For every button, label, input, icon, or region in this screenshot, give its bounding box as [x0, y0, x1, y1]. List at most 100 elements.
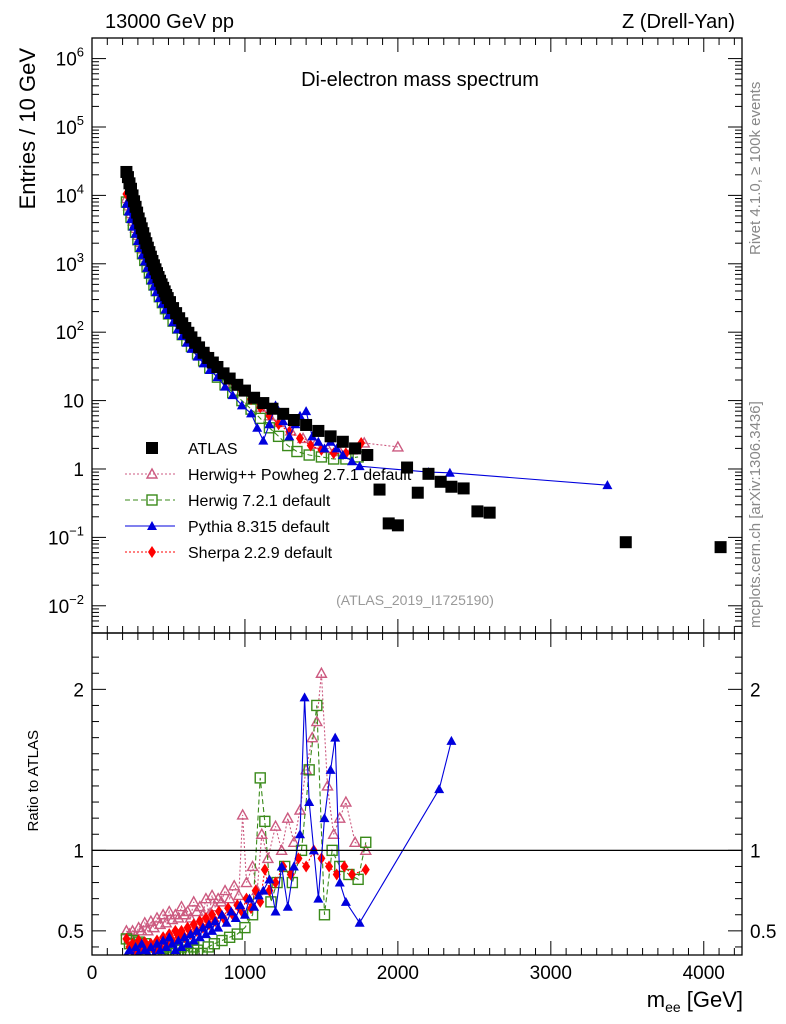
- y-tick-label-main: 105: [56, 113, 84, 139]
- data-marker: [200, 929, 211, 939]
- y-tick-label-main: 10−2: [48, 592, 84, 618]
- side-label-rivet: Rivet 4.1.0, ≥ 100k events: [747, 82, 764, 255]
- data-marker: [187, 895, 200, 907]
- data-marker: [434, 475, 447, 488]
- data-marker: [161, 941, 172, 951]
- data-marker: [411, 486, 424, 499]
- tick-labels: 0 1000 2000 3000 4000 10−2 10−1 1 10 102 103 104 105…: [48, 45, 776, 984]
- data-marker: [230, 912, 241, 922]
- legend-entry: Sherpa 2.2.9 default: [125, 545, 333, 562]
- data-marker: [281, 811, 294, 823]
- data-marker: [130, 951, 135, 955]
- data-marker: [252, 422, 263, 432]
- data-marker: [258, 885, 269, 895]
- data-marker: [354, 461, 365, 471]
- legend-label: Herwig++ Powheg 2.7.1 default: [188, 467, 412, 484]
- data-marker: [178, 908, 191, 920]
- data-marker: [258, 435, 269, 445]
- header-right-label: Z (Drell-Yan): [622, 11, 735, 33]
- watermark-label: (ATLAS_2019_I1725190): [336, 592, 494, 608]
- data-marker: [236, 400, 247, 410]
- data-marker: [296, 432, 304, 445]
- data-marker: [254, 412, 266, 425]
- data-marker: [227, 390, 238, 400]
- y-axis-label-main: Entries / 10 GeV: [15, 48, 40, 210]
- data-marker: [444, 467, 455, 477]
- data-marker: [146, 442, 158, 454]
- data-marker: [348, 868, 356, 881]
- y-tick-label-main: 102: [56, 318, 84, 344]
- data-marker: [220, 381, 231, 391]
- data-marker: [205, 888, 219, 901]
- y-tick-label-main: 10−1: [48, 523, 84, 549]
- data-marker: [213, 922, 224, 932]
- legend-label: ATLAS: [188, 441, 238, 458]
- data-marker: [193, 900, 207, 912]
- data-marker: [254, 772, 266, 784]
- data-marker: [331, 443, 342, 453]
- data-marker: [173, 935, 184, 945]
- legend-label: Sherpa 2.2.9 default: [188, 545, 333, 562]
- data-marker: [272, 430, 285, 443]
- data-marker: [163, 905, 176, 917]
- y-tick-label-main: 10: [63, 392, 84, 413]
- legend-entry: ATLAS: [146, 441, 238, 458]
- data-marker: [306, 439, 315, 452]
- data-marker: [155, 945, 166, 955]
- x-axis-label-symbol: m: [647, 987, 665, 1012]
- data-marker: [265, 896, 277, 908]
- data-marker: [269, 819, 282, 831]
- data-marker: [306, 731, 319, 743]
- data-marker: [194, 932, 205, 942]
- data-marker: [333, 811, 346, 823]
- data-marker: [277, 407, 290, 420]
- legend-entry: Herwig++ Powheg 2.7.1 default: [125, 467, 412, 484]
- data-marker: [221, 917, 232, 927]
- data-marker: [401, 461, 414, 474]
- data-marker: [181, 905, 194, 917]
- data-marker: [295, 829, 305, 839]
- data-marker: [299, 692, 310, 702]
- series-main-1: [120, 192, 405, 457]
- data-marker: [231, 928, 243, 940]
- x-tick-label: 0: [87, 963, 98, 984]
- data-marker: [226, 906, 237, 916]
- x-tick-label: 1000: [224, 963, 266, 984]
- data-marker: [361, 449, 374, 462]
- legend-entry: Herwig 7.2.1 default: [125, 493, 331, 510]
- data-marker: [235, 900, 246, 910]
- data-marker: [202, 941, 214, 953]
- data-marker: [260, 863, 269, 876]
- data-marker: [391, 440, 405, 452]
- header-left-label: 13000 GeV pp: [105, 11, 234, 33]
- data-marker: [714, 541, 727, 554]
- data-marker: [422, 467, 435, 480]
- data-marker: [135, 924, 148, 936]
- data-marker: [278, 416, 289, 426]
- data-marker: [602, 480, 613, 490]
- data-marker: [264, 874, 275, 884]
- data-marker: [210, 916, 221, 926]
- data-marker: [207, 925, 218, 935]
- data-marker: [446, 735, 457, 745]
- y-tick-label-main: 1: [73, 460, 84, 481]
- data-marker: [434, 784, 445, 794]
- data-marker: [382, 517, 395, 530]
- data-marker: [284, 431, 295, 441]
- data-marker: [307, 431, 318, 441]
- data-marker: [270, 906, 281, 916]
- data-marker: [204, 919, 214, 929]
- data-marker: [311, 699, 323, 712]
- series-layer: [120, 165, 727, 955]
- data-marker: [145, 467, 159, 479]
- data-marker: [197, 922, 208, 932]
- data-marker: [146, 494, 158, 506]
- y-tick-label-main: 103: [56, 250, 84, 276]
- data-marker: [340, 896, 351, 906]
- y-tick-label-ratio-right: 0.5: [750, 922, 776, 943]
- y-tick-label-ratio-right: 1: [750, 841, 761, 862]
- data-marker: [196, 947, 208, 955]
- data-marker: [271, 876, 280, 889]
- y-tick-label-main: 106: [56, 45, 84, 71]
- data-marker: [175, 900, 188, 912]
